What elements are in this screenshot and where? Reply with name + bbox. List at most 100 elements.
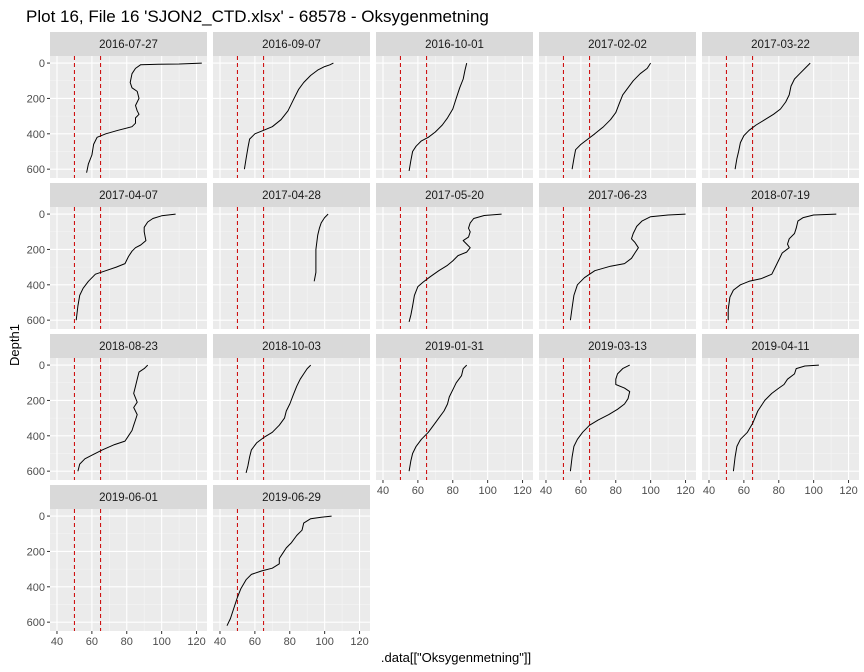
- x-tick-label: 120: [676, 485, 694, 497]
- y-tick-label: 200: [27, 395, 45, 407]
- facet-strip-label: 2018-07-19: [751, 190, 810, 202]
- facet-strip: [376, 183, 533, 207]
- facet-panel: 2017-03-22: [702, 32, 859, 178]
- x-tick-label: 100: [315, 636, 333, 648]
- facet-strip: [702, 32, 859, 56]
- facet-strip: [539, 334, 696, 358]
- y-tick-label: 600: [27, 466, 45, 478]
- panel-background: [50, 56, 207, 178]
- x-tick-label: 100: [478, 485, 496, 497]
- facet-strip: [702, 334, 859, 358]
- profile-line: [727, 213, 837, 321]
- panel-background: [50, 207, 207, 329]
- x-tick-label: 80: [447, 485, 459, 497]
- y-tick-label: 0: [39, 511, 45, 523]
- y-tick-label: 400: [27, 431, 45, 443]
- facet-strip-label: 2016-09-07: [262, 39, 321, 51]
- facet-strip-label: 2016-07-27: [99, 39, 158, 51]
- panel-background: [376, 207, 533, 329]
- y-tick-label: 400: [27, 129, 45, 141]
- chart-title: Plot 16, File 16 'SJON2_CTD.xlsx' - 6857…: [26, 7, 489, 26]
- facet-strip-label: 2019-06-29: [262, 492, 321, 504]
- facet-strip: [213, 183, 370, 207]
- profile-line: [77, 364, 149, 472]
- profile-line: [732, 364, 819, 472]
- x-tick-label: 80: [773, 485, 785, 497]
- x-axis-title: .data[["Oksygenmetning"]]: [381, 650, 531, 665]
- facet-strip-label: 2017-04-28: [262, 190, 321, 202]
- x-tick-label: 80: [610, 485, 622, 497]
- y-tick-label: 0: [39, 209, 45, 221]
- y-tick-label: 200: [27, 546, 45, 558]
- x-tick-label: 40: [214, 636, 226, 648]
- facet-strip-label: 2017-05-20: [425, 190, 484, 202]
- facet-strip: [539, 32, 696, 56]
- facet-panel: 2016-10-01: [376, 32, 533, 178]
- x-tick-label: 40: [540, 485, 552, 497]
- facet-panel: 2016-09-07: [213, 32, 370, 178]
- facet-panel: 2017-02-02: [539, 32, 696, 178]
- x-tick-label: 100: [804, 485, 822, 497]
- x-tick-label: 120: [350, 636, 368, 648]
- profile-line: [408, 213, 502, 323]
- facet-panel: 2017-06-23: [539, 183, 696, 329]
- facet-strip-label: 2017-02-02: [588, 39, 647, 51]
- x-tick-label: 120: [187, 636, 205, 648]
- facet-panel: 2018-10-03: [213, 334, 370, 480]
- y-tick-label: 600: [27, 617, 45, 629]
- x-tick-label: 60: [249, 636, 261, 648]
- facet-strip: [50, 485, 207, 509]
- profile-line: [569, 213, 686, 321]
- facet-panel: 2016-07-27 0 200 400 600: [27, 32, 207, 178]
- profile-line: [86, 62, 202, 173]
- facet-strip-label: 2018-08-23: [99, 341, 158, 353]
- x-tick-label: 40: [377, 485, 389, 497]
- facet-strip-label: 2019-06-01: [99, 492, 158, 504]
- profile-line: [75, 213, 176, 321]
- x-tick-label: 100: [152, 636, 170, 648]
- facet-panel: 2019-04-11 40 60 80 100 120: [702, 334, 859, 497]
- profile-line: [243, 62, 334, 170]
- y-tick-label: 400: [27, 280, 45, 292]
- facet-panel: 2018-07-19: [702, 183, 859, 329]
- panel-background: [702, 207, 859, 329]
- x-tick-label: 80: [121, 636, 133, 648]
- x-tick-label: 40: [703, 485, 715, 497]
- y-tick-label: 200: [27, 244, 45, 256]
- profile-line: [734, 62, 811, 170]
- panel-background: [213, 207, 370, 329]
- y-tick-label: 0: [39, 58, 45, 70]
- panel-background: [50, 358, 207, 480]
- facet-strip: [376, 32, 533, 56]
- y-axis-title: Depth1: [7, 324, 22, 366]
- facet-panel: 2019-03-13 40 60 80 100 120: [539, 334, 696, 497]
- panel-background: [539, 358, 696, 480]
- y-tick-label: 0: [39, 360, 45, 372]
- panel-background: [539, 207, 696, 329]
- panel-background: [376, 358, 533, 480]
- profile-line: [569, 364, 631, 472]
- facet-strip-label: 2018-10-03: [262, 341, 321, 353]
- x-tick-label: 60: [86, 636, 98, 648]
- profile-line: [408, 62, 468, 171]
- profile-line: [226, 515, 332, 626]
- facet-strip-label: 2019-03-13: [588, 341, 647, 353]
- facet-strip-label: 2016-10-01: [425, 39, 484, 51]
- y-tick-label: 600: [27, 315, 45, 327]
- facet-panel: 2017-04-28: [213, 183, 370, 329]
- facet-strip: [376, 334, 533, 358]
- facet-strip: [50, 183, 207, 207]
- x-tick-label: 60: [412, 485, 424, 497]
- facet-strip: [213, 485, 370, 509]
- facet-strip: [213, 334, 370, 358]
- facet-panel: 2018-08-23 0 200 400 600: [27, 334, 207, 480]
- panel-background: [213, 509, 370, 631]
- panel-background: [376, 56, 533, 178]
- profile-line: [245, 364, 312, 474]
- y-tick-label: 400: [27, 582, 45, 594]
- facet-strip: [50, 32, 207, 56]
- facet-strip: [50, 334, 207, 358]
- panel-background: [213, 56, 370, 178]
